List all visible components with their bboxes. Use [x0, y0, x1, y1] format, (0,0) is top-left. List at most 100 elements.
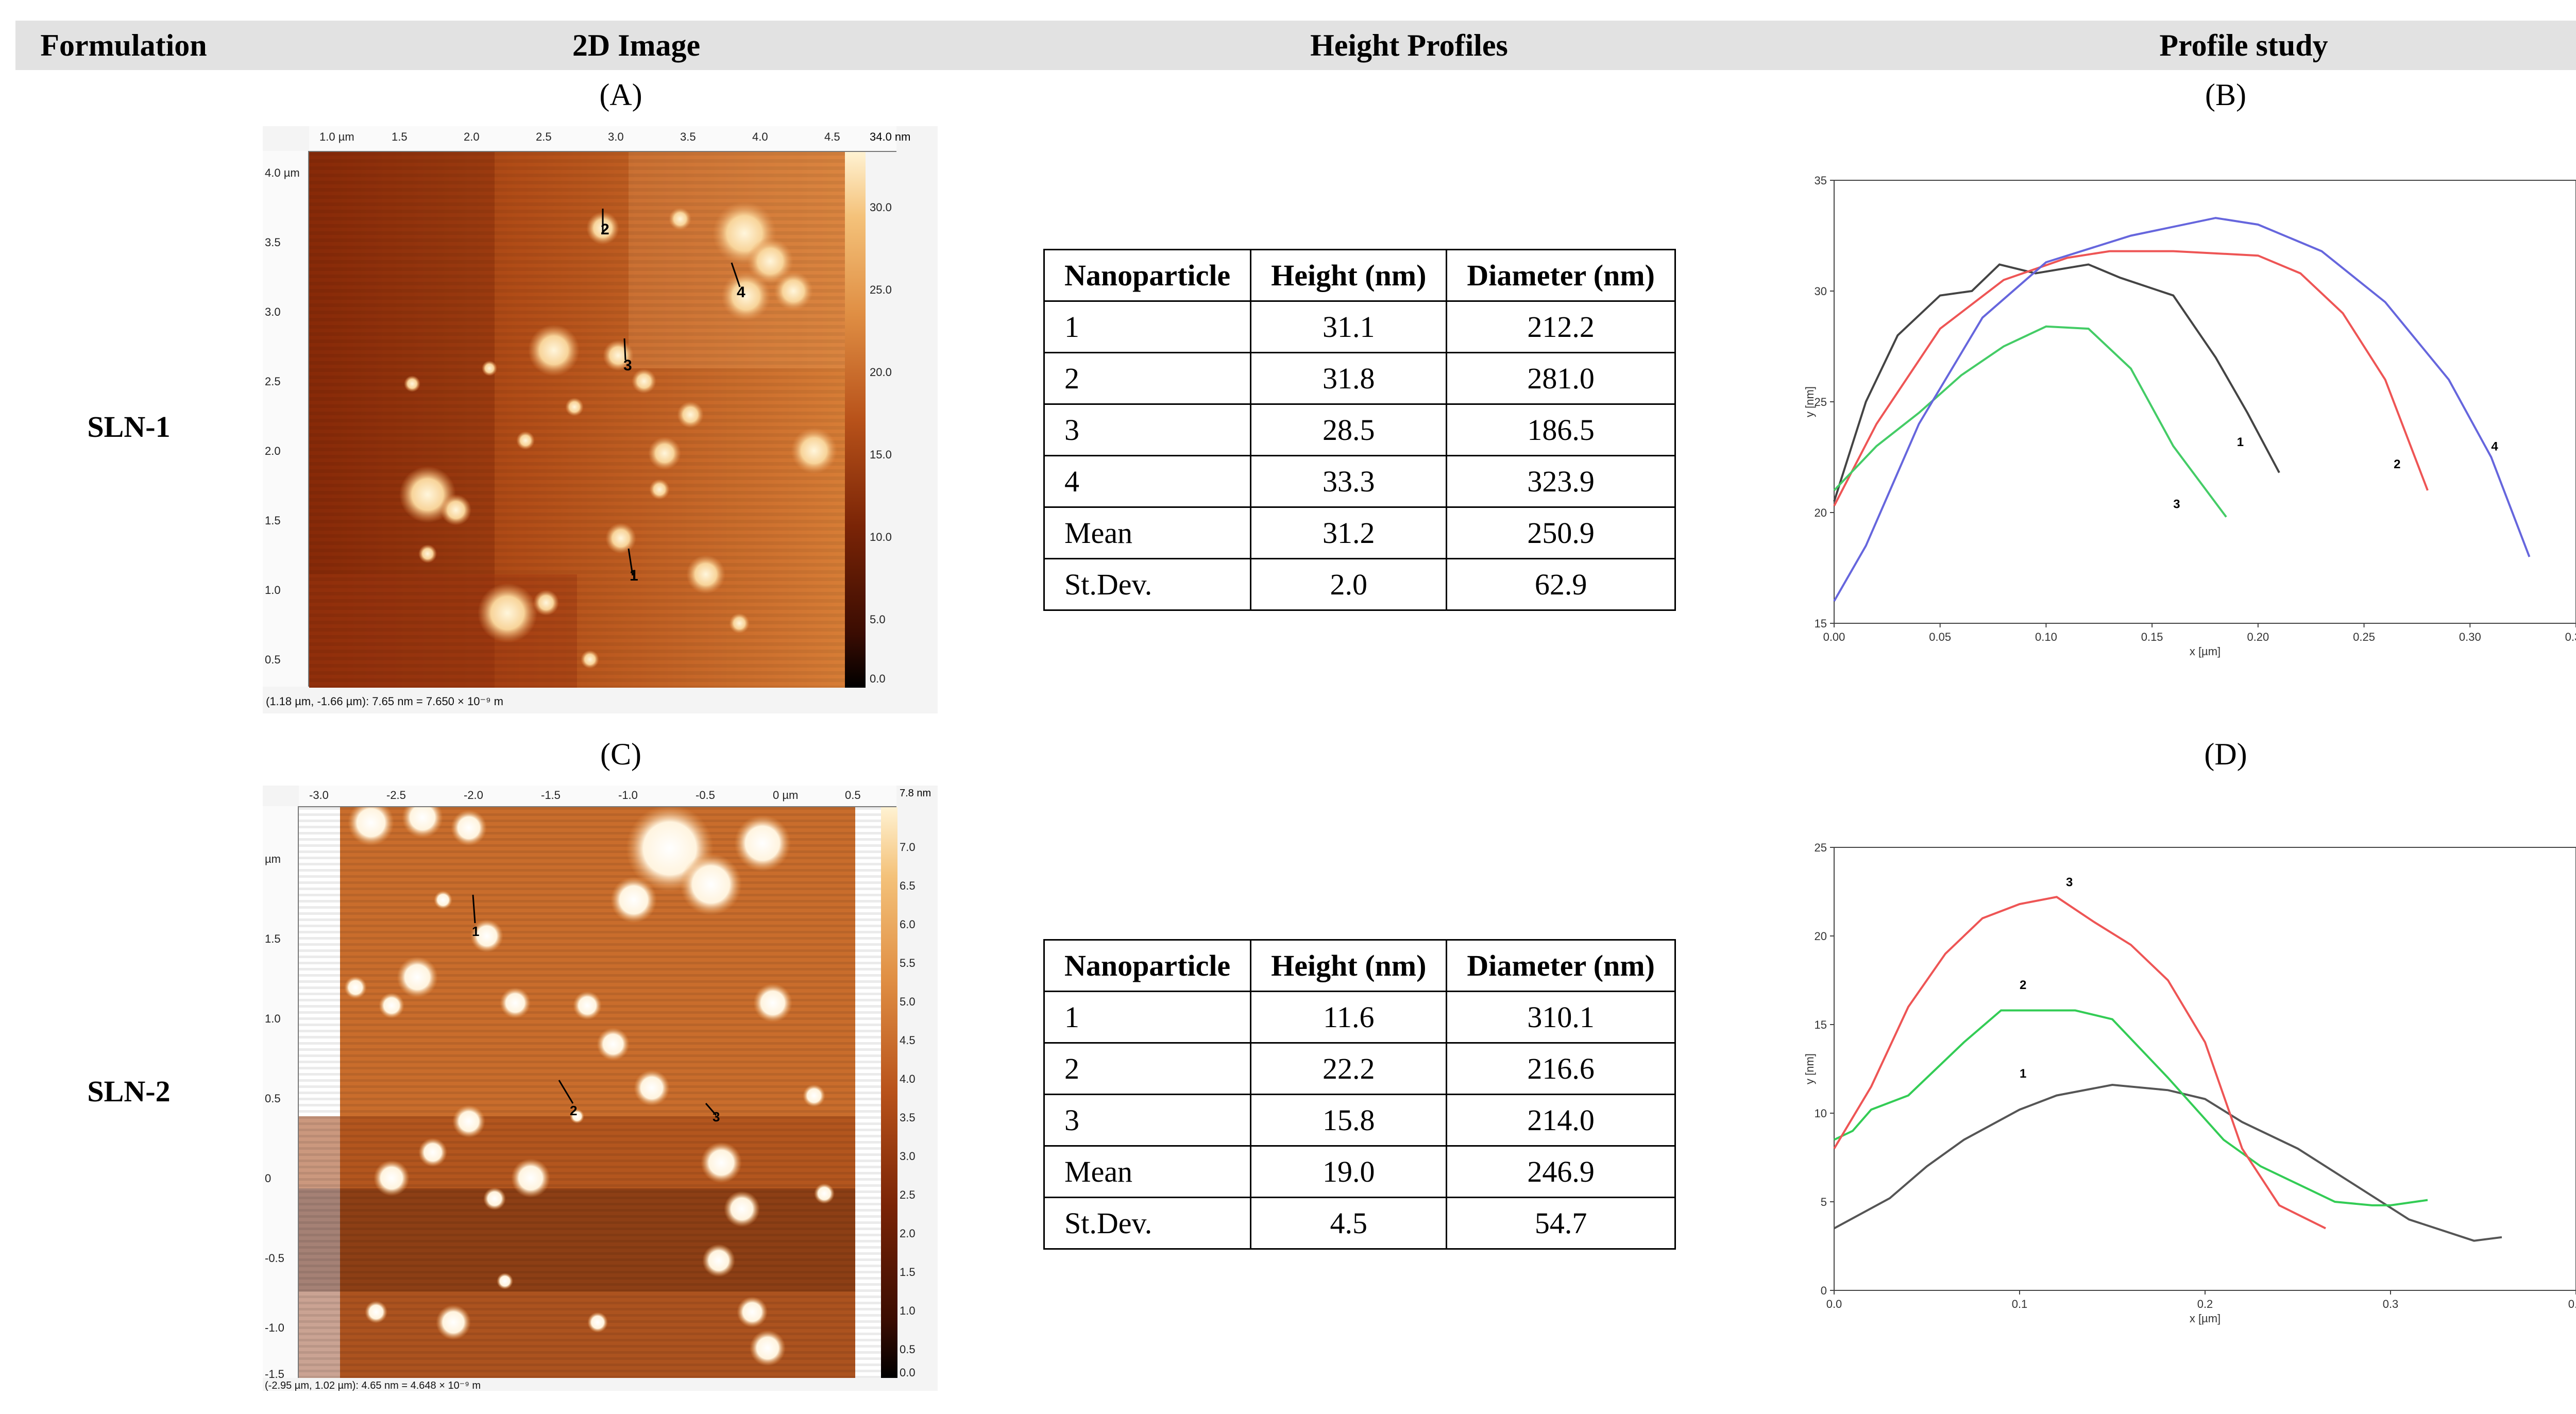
y-tick-label: 25	[1815, 396, 1827, 408]
profile-chart-b: 0.00 0.05 0.10 0.15 0.20 0.25 0.30 0.35 15 20 25 30…	[1803, 174, 2576, 658]
colorbar-tick: 3.0	[900, 1150, 916, 1163]
table-cell: St.Dev.	[1043, 558, 1252, 611]
table-cell: 31.2	[1250, 506, 1448, 559]
afm-x-ruler: 1.0 µm 1.5 2.0 2.5 3.0 3.5 4.0 4.5	[309, 126, 896, 152]
series-1-label: 1	[2237, 435, 2244, 449]
x-tick-label: 0.3	[2383, 1298, 2399, 1310]
table-cell: 323.9	[1446, 455, 1676, 508]
colorbar-tick: 7.0	[900, 841, 916, 854]
table-row: St.Dev. 4.5 54.7	[1043, 1197, 1676, 1250]
y-tick-label: -0.5	[265, 1252, 284, 1265]
y-tick-label: 1.5	[265, 514, 281, 527]
y-tick-label: -1.5	[265, 1368, 284, 1381]
table-cell: 3	[1043, 1094, 1252, 1147]
height-profile-table-sln2: Nanoparticle Height (nm) Diameter (nm) 1 11.…	[1043, 939, 1676, 1250]
table-cell: 31.1	[1250, 300, 1448, 353]
afm-image-sln2-frame: -3.0 -2.5 -2.0 -1.5 -1.0 -0.5 0 µm 0.5 µ…	[263, 786, 938, 1391]
x-tick-label: 0.10	[2035, 631, 2057, 643]
y-axis-label: y [nm]	[1803, 1053, 1816, 1084]
table-cell: 62.9	[1446, 558, 1676, 611]
table-cell: 3	[1043, 403, 1252, 456]
table-cell: 246.9	[1446, 1145, 1676, 1198]
series-2-label: 2	[2394, 457, 2400, 471]
table-cell: 2	[1043, 1042, 1252, 1095]
colorbar-tick: 0.0	[870, 672, 886, 685]
y-tick-label: 5	[1821, 1196, 1827, 1208]
series-3-line	[1833, 325, 2227, 518]
colorbar-tick: 25.0	[870, 283, 892, 296]
afm-image-sln1-frame: 1.0 µm 1.5 2.0 2.5 3.0 3.5 4.0 4.5 4.0 µ…	[263, 126, 938, 713]
colorbar-tick: 20.0	[870, 366, 892, 379]
colorbar-tick: 0.5	[900, 1343, 916, 1356]
table-cell: 28.5	[1250, 403, 1448, 456]
y-tick-label: 0.5	[265, 1092, 281, 1105]
x-axis-label: x [µm]	[2190, 645, 2221, 658]
colorbar-tick: 4.5	[900, 1034, 916, 1047]
series-4-label: 4	[2491, 440, 2498, 454]
table-cell: 186.5	[1446, 403, 1676, 456]
height-profile-table-sln1: Nanoparticle Height (nm) Diameter (nm) 1 31.…	[1043, 249, 1676, 611]
series-3-line	[1833, 896, 2326, 1230]
afm-height-map-sln1: 1 2 3 4	[309, 152, 845, 688]
table-row: 2 22.2 216.6	[1043, 1042, 1676, 1095]
y-tick-label: 1.0	[265, 1012, 281, 1025]
colorbar-tick: 10.0	[870, 531, 892, 543]
table-cell: 4	[1043, 455, 1252, 508]
table-cell: 216.6	[1446, 1042, 1676, 1095]
marker-label: 3	[713, 1109, 720, 1125]
plot-area	[1834, 847, 2576, 1291]
colorbar-tick: 5.0	[900, 995, 916, 1008]
x-tick-label: 3.5	[680, 130, 696, 143]
colorbar-tick: 2.0	[900, 1227, 916, 1240]
colorbar-tick: 5.0	[870, 613, 886, 626]
table-cell: 310.1	[1446, 991, 1676, 1044]
table-cell: 214.0	[1446, 1094, 1676, 1147]
table-cell: 2	[1043, 352, 1252, 405]
table-header-row: Nanoparticle Height (nm) Diameter (nm)	[1043, 939, 1676, 992]
particles	[344, 807, 835, 1366]
table-cell: 33.3	[1250, 455, 1448, 508]
x-tick-label: 0.1	[2012, 1298, 2028, 1310]
colorbar-tick: 4.0	[900, 1072, 916, 1085]
y-tick-label: 15	[1815, 1018, 1827, 1031]
afm-status-readout: (-2.95 µm, 1.02 µm): 4.65 nm = 4.648 × 1…	[265, 1380, 481, 1391]
row-label-sln2: SLN-2	[87, 1075, 171, 1108]
plot-area	[1834, 180, 2576, 624]
header-height-profiles: Height Profiles	[1310, 28, 1508, 62]
marker-label: 3	[623, 357, 632, 374]
y-tick-label: 3.0	[265, 305, 281, 318]
y-tick-label: 0	[1821, 1284, 1827, 1297]
y-tick-label: 30	[1815, 285, 1827, 298]
x-tick-label: 0.2	[2197, 1298, 2213, 1310]
y-tick-label: 0	[265, 1172, 272, 1185]
table-row: St.Dev. 2.0 62.9	[1043, 558, 1676, 611]
x-tick-label: -0.5	[696, 789, 715, 802]
table-cell: 54.7	[1446, 1197, 1676, 1250]
y-tick-label: 1.0	[265, 584, 281, 597]
colorbar-ticks: 30.0 25.0 20.0 15.0 10.0 5.0 0.0	[870, 152, 931, 688]
x-tick-label: 0.5	[845, 789, 861, 802]
colorbar-tick: 2.5	[900, 1188, 916, 1201]
y-tick-label: 2.0	[265, 445, 281, 457]
column-header: Diameter (nm)	[1446, 249, 1676, 302]
x-tick-label: -2.5	[386, 789, 406, 802]
table-row: 1 11.6 310.1	[1043, 991, 1676, 1044]
series-4-line	[1833, 217, 2531, 602]
x-axis-label: x [µm]	[2190, 1312, 2221, 1325]
y-tick-label: 1.5	[265, 932, 281, 945]
table-cell: 2.0	[1250, 558, 1448, 611]
y-tick-label: -1.0	[265, 1321, 284, 1334]
y-tick-label: µm	[265, 853, 281, 865]
afm-status-readout: (1.18 µm, -1.66 µm): 7.65 nm = 7.650 × 1…	[266, 695, 503, 708]
table-cell: 11.6	[1250, 991, 1448, 1044]
x-tick-label: 3.0	[608, 130, 624, 143]
y-axis-label: y [nm]	[1803, 386, 1816, 417]
column-header: Diameter (nm)	[1446, 939, 1676, 992]
x-tick-label: -3.0	[309, 789, 329, 802]
afm-colorbar	[845, 152, 866, 688]
marker-label: 1	[472, 924, 479, 939]
table-row: Mean 31.2 250.9	[1043, 506, 1676, 559]
afm-y-ruler: 4.0 µm 3.5 3.0 2.5 2.0 1.5 1.0 0.5	[263, 151, 309, 687]
profile-chart-d: 0.0 0.1 0.2 0.3 0.4 0 5 10 15 20 25 x [µm] y [nm] 1 2 3	[1803, 841, 2576, 1325]
x-tick-label: 0.20	[2247, 631, 2269, 643]
